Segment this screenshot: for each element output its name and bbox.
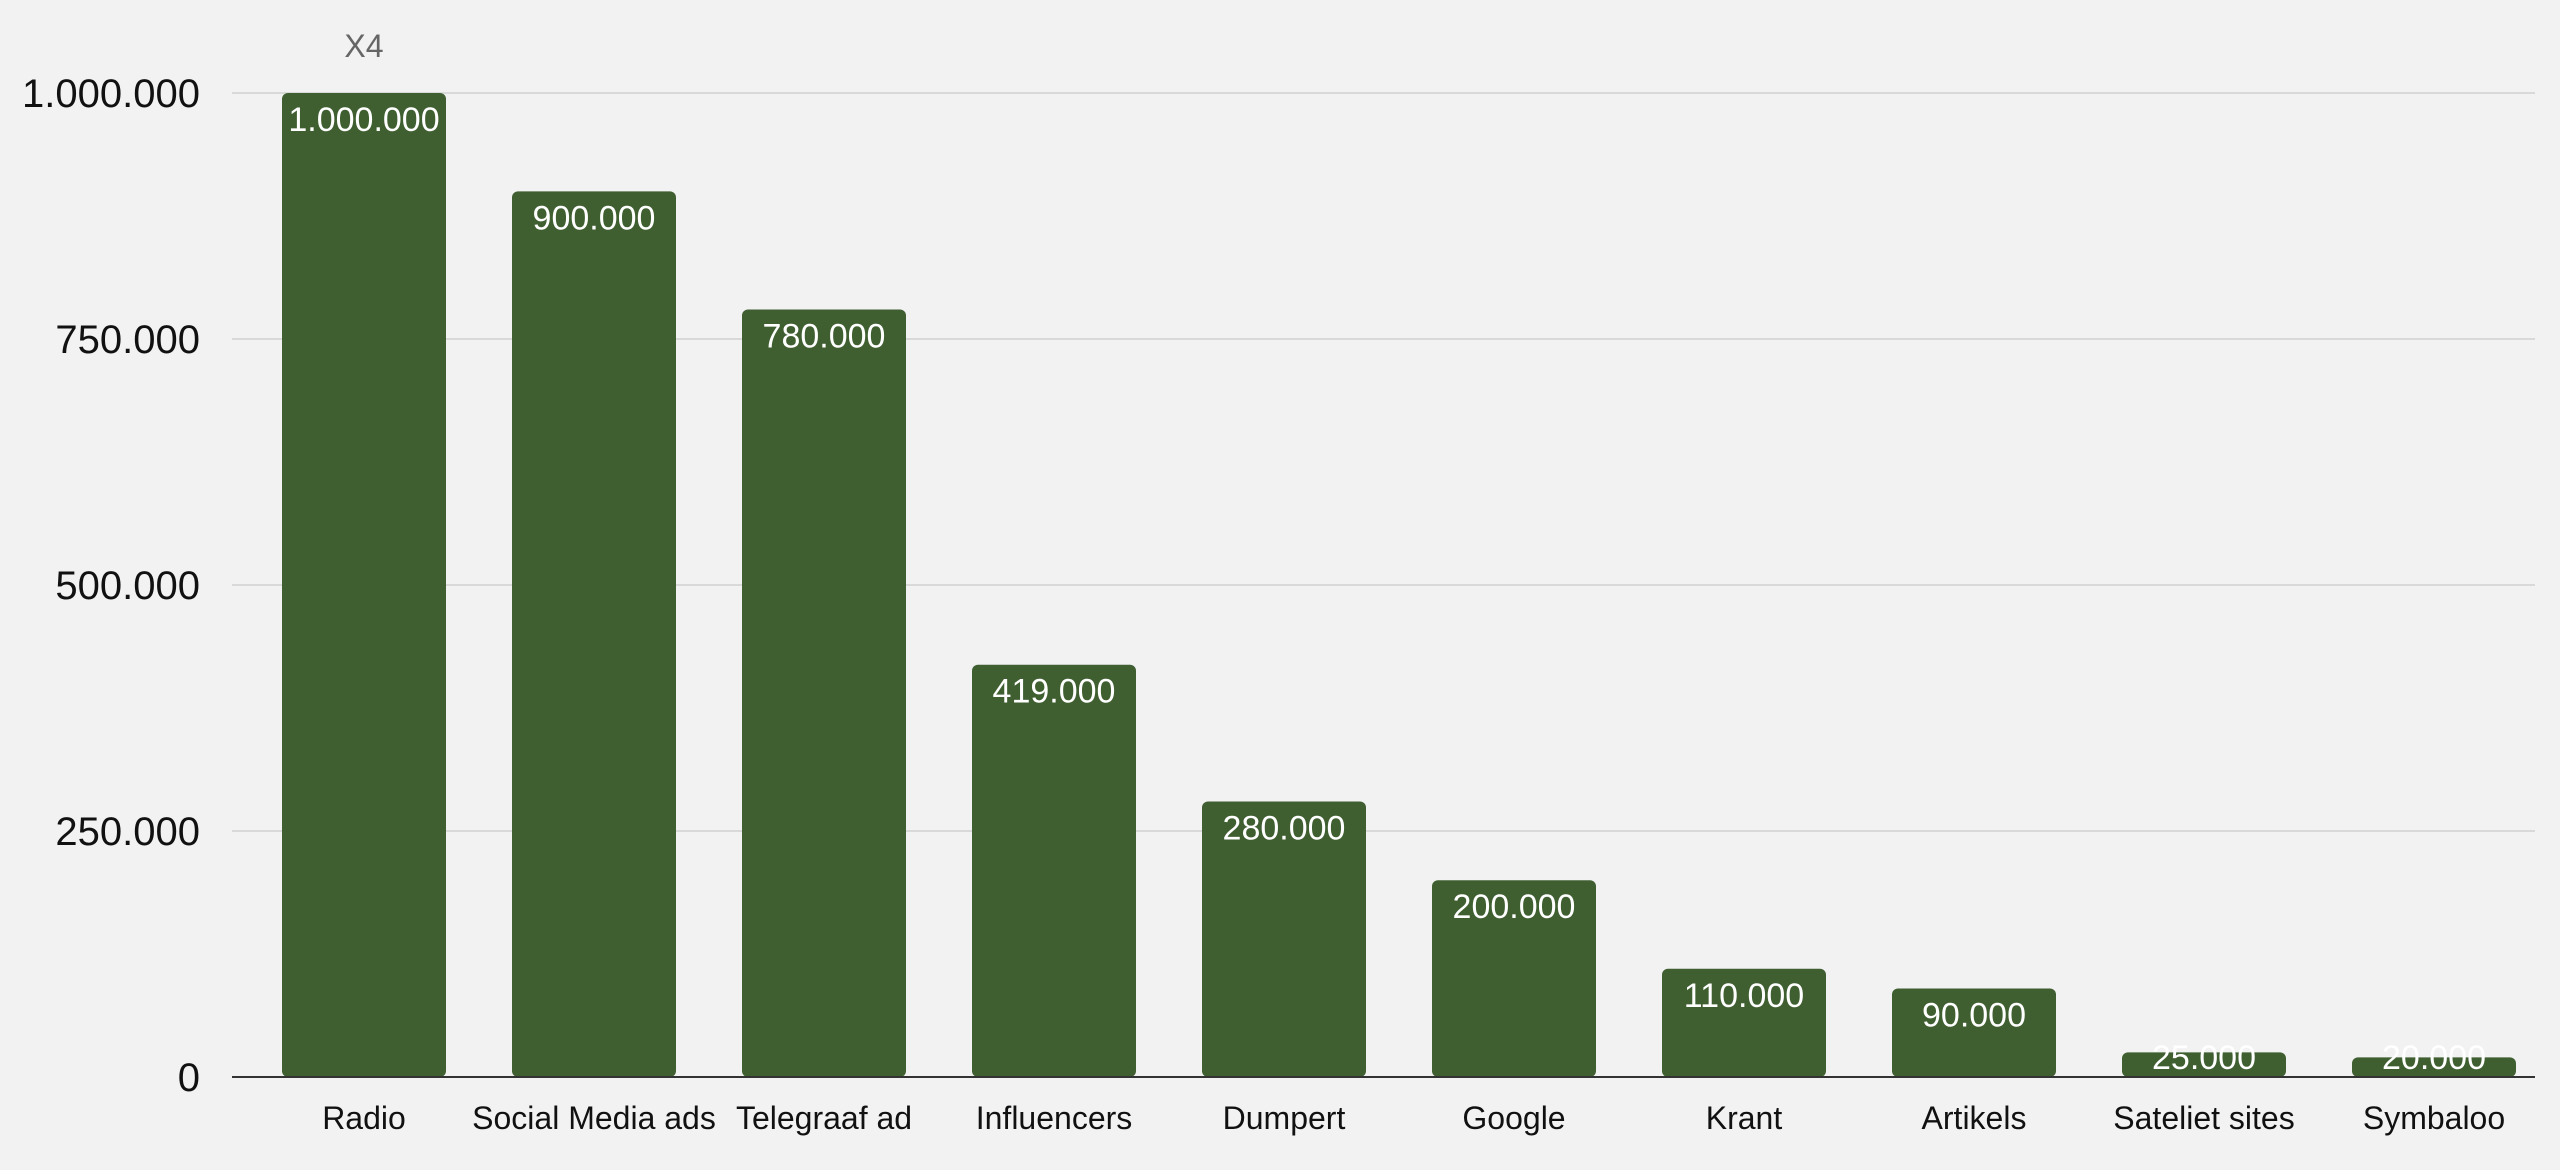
x-tick-label: Artikels (1922, 1100, 2027, 1136)
x-tick-label: Social Media ads (472, 1100, 716, 1136)
bar (742, 309, 906, 1078)
bar-value-label: 25.000 (2152, 1039, 2256, 1077)
axes: 0 250.000 500.000 750.000 1.000.000 Radio Soci… (22, 72, 2535, 1136)
x-tick-label: Sateliet sites (2113, 1100, 2294, 1136)
bar (1432, 880, 1596, 1077)
bar-value-label: 280.000 (1223, 809, 1346, 847)
x-tick-label: Google (1462, 1100, 1565, 1136)
y-tick-label: 1.000.000 (22, 72, 200, 116)
y-tick-label: 500.000 (55, 564, 200, 608)
bars (282, 93, 2516, 1078)
bar (512, 191, 676, 1077)
x-tick-label: Symbaloo (2363, 1100, 2505, 1136)
bar-value-label: 20.000 (2382, 1039, 2486, 1077)
bar (972, 664, 1136, 1077)
bar-value-label: 90.000 (1922, 996, 2026, 1034)
bar (1662, 968, 1826, 1077)
x-tick-label: Influencers (976, 1100, 1133, 1136)
bar-value-label: 900.000 (533, 199, 656, 237)
bar (1892, 988, 2056, 1077)
x-tick-label: Dumpert (1223, 1100, 1346, 1136)
bar (1202, 801, 1366, 1077)
annotation-label: X4 (344, 28, 383, 64)
bar-value-label: 780.000 (763, 317, 886, 355)
y-tick-label: 0 (178, 1056, 200, 1100)
bar (282, 93, 446, 1077)
y-tick-label: 250.000 (55, 810, 200, 854)
annotations: X4 (344, 28, 383, 64)
x-tick-label: Telegraaf ad (736, 1100, 912, 1136)
y-tick-label: 750.000 (55, 318, 200, 362)
bar (2122, 1052, 2286, 1077)
data-labels: 1.000.000 900.000 780.000 419.000 280.000 200… (288, 101, 2486, 1077)
bar-value-label: 419.000 (993, 673, 1116, 711)
bar-value-label: 200.000 (1453, 888, 1576, 926)
x-tick-label: Radio (322, 1100, 406, 1136)
bar (2352, 1057, 2516, 1077)
bar-value-label: 1.000.000 (288, 101, 439, 139)
bar-value-label: 110.000 (1684, 977, 1804, 1015)
x-tick-label: Krant (1706, 1100, 1783, 1136)
